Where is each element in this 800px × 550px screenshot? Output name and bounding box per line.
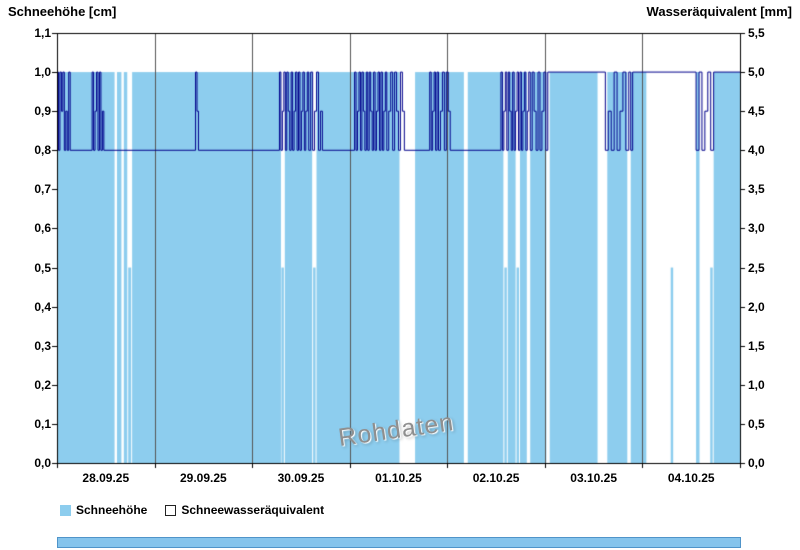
y-right-tick-label: 3,5: [748, 182, 765, 197]
y-left-tick-label: 0,3: [34, 338, 51, 353]
y-left-tick-label: 0,1: [34, 416, 51, 431]
legend-swatch-schneehoehe: [60, 504, 71, 516]
y-right-tick-label: 4,0: [748, 143, 765, 158]
x-tick-label: 28.09.25: [82, 471, 130, 485]
x-tick-label: 01.10.25: [375, 471, 422, 485]
y-left-tick-label: 0,8: [34, 143, 51, 158]
y-left-tick-label: 0,2: [34, 377, 51, 392]
y-left-tick-label: 1,0: [34, 65, 51, 80]
y-left-tick-label: 0,7: [34, 182, 51, 197]
y-right-tick-label: 5,5: [748, 26, 765, 40]
y-right-tick-label: 3,0: [748, 221, 765, 236]
y-left-tick-label: 0,9: [34, 104, 51, 119]
y-right-tick-label: 0,5: [748, 416, 765, 431]
y-right-tick-label: 0,0: [748, 456, 765, 470]
y-left-tick-label: 1,1: [34, 26, 51, 40]
x-tick-label: 04.10.25: [667, 471, 715, 485]
y-left-tick-label: 0,5: [34, 260, 51, 275]
y-right-tick-label: 2,0: [748, 299, 765, 314]
y-left-tick-label: 0,6: [34, 221, 51, 236]
right-axis-title: Wasseräquivalent [mm]: [646, 4, 792, 19]
legend-label-schneewasseraequivalent: Schneewasseräquivalent: [181, 503, 325, 517]
y-right-tick-label: 4,5: [748, 104, 765, 119]
legend-swatch-schneewasseraequivalent: [165, 504, 177, 516]
time-scrollbar[interactable]: [57, 537, 741, 548]
x-tick-label: 03.10.25: [570, 471, 617, 485]
y-right-tick-label: 2,5: [748, 260, 765, 275]
legend: Schneehöhe Schneewasseräquivalent: [60, 502, 324, 518]
x-tick-label: 29.09.25: [179, 471, 227, 485]
legend-label-schneehoehe: Schneehöhe: [76, 503, 148, 517]
y-left-tick-label: 0,0: [34, 456, 51, 470]
x-tick-label: 02.10.25: [472, 471, 520, 485]
y-left-tick-label: 0,4: [34, 299, 51, 314]
x-tick-label: 30.09.25: [277, 471, 325, 485]
y-right-tick-label: 5,0: [748, 65, 765, 80]
y-right-tick-label: 1,0: [748, 377, 765, 392]
y-right-tick-label: 1,5: [748, 338, 765, 353]
left-axis-title: Schneehöhe [cm]: [8, 4, 117, 19]
